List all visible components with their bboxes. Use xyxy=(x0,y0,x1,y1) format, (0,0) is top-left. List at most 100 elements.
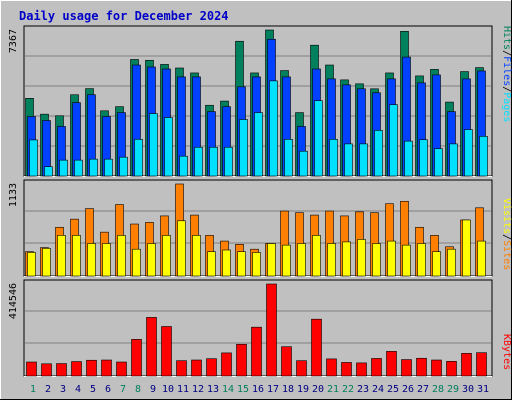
ymax-label-visits: 1133 xyxy=(8,183,19,207)
bar-pages-day-14 xyxy=(224,146,233,177)
bar-pages-day-26 xyxy=(404,140,413,177)
bar-kbytes-day-2 xyxy=(41,363,52,377)
day-label: 22 xyxy=(342,384,354,395)
bar-kbytes-day-3 xyxy=(56,363,67,377)
bar-kbytes-day-17 xyxy=(266,283,277,377)
legend-kbytes: KBytes xyxy=(501,334,512,370)
bar-sites-day-4 xyxy=(72,235,81,277)
bar-pages-day-6 xyxy=(104,158,113,177)
bar-pages-day-5 xyxy=(89,158,98,177)
bar-kbytes-day-25 xyxy=(386,351,397,377)
bar-kbytes-day-31 xyxy=(476,352,487,377)
bar-pages-day-19 xyxy=(299,150,308,177)
day-label: 8 xyxy=(135,384,141,395)
day-label: 27 xyxy=(417,384,429,395)
bar-kbytes-day-19 xyxy=(296,360,307,377)
bar-pages-day-28 xyxy=(434,148,443,177)
day-label: 16 xyxy=(252,384,264,395)
bar-pages-day-1 xyxy=(29,139,38,177)
bar-kbytes-day-6 xyxy=(101,359,112,377)
bar-kbytes-day-30 xyxy=(461,353,472,377)
day-label: 12 xyxy=(192,384,204,395)
bar-pages-day-21 xyxy=(329,139,338,177)
bar-kbytes-day-26 xyxy=(401,359,412,377)
bar-sites-day-13 xyxy=(207,251,216,277)
bar-pages-day-24 xyxy=(374,130,383,177)
legend-sep: / xyxy=(501,86,512,92)
day-label: 18 xyxy=(282,384,294,395)
day-label: 6 xyxy=(105,384,111,395)
bar-sites-day-8 xyxy=(132,248,141,277)
bar-pages-day-15 xyxy=(239,119,248,177)
legend-sites: Sites xyxy=(501,240,512,270)
bar-sites-day-14 xyxy=(222,249,231,277)
bar-pages-day-23 xyxy=(359,143,368,177)
bar-kbytes-day-7 xyxy=(116,361,127,377)
bar-sites-day-7 xyxy=(117,235,126,277)
panel-hits-files-pages: 7367 Hits/Files/Pages xyxy=(8,25,512,177)
bar-pages-day-20 xyxy=(314,100,323,177)
panel-kbytes: 414546 KBytes xyxy=(8,279,512,377)
bar-kbytes-day-11 xyxy=(176,360,187,377)
legend-files: Files xyxy=(501,56,512,86)
day-label: 3 xyxy=(60,384,66,395)
day-label: 20 xyxy=(312,384,324,395)
bar-pages-day-17 xyxy=(269,80,278,177)
legend-sep: / xyxy=(501,50,512,56)
bar-pages-day-30 xyxy=(464,129,473,177)
bar-sites-day-28 xyxy=(432,251,441,277)
bars-hits xyxy=(25,29,488,177)
day-label: 31 xyxy=(477,384,489,395)
day-label: 9 xyxy=(150,384,156,395)
bar-sites-day-20 xyxy=(312,235,321,277)
bar-kbytes-day-22 xyxy=(341,362,352,377)
bar-kbytes-day-15 xyxy=(236,343,247,377)
day-label: 13 xyxy=(207,384,219,395)
bar-kbytes-day-21 xyxy=(326,358,337,377)
bar-pages-day-4 xyxy=(74,159,83,177)
bar-kbytes-day-10 xyxy=(161,326,172,377)
svg-text:Visits/Sites: Visits/Sites xyxy=(501,198,512,270)
day-label: 17 xyxy=(267,384,279,395)
bar-sites-day-1 xyxy=(27,252,36,277)
bar-kbytes-day-4 xyxy=(71,361,82,377)
day-label: 14 xyxy=(222,384,234,395)
bar-pages-day-25 xyxy=(389,104,398,177)
chart-title: Daily usage for December 2024 xyxy=(19,9,229,23)
bar-sites-day-22 xyxy=(342,241,351,277)
day-label: 11 xyxy=(177,384,189,395)
bar-sites-day-19 xyxy=(297,243,306,277)
day-label: 5 xyxy=(90,384,96,395)
bar-kbytes-day-23 xyxy=(356,362,367,377)
day-label: 23 xyxy=(357,384,369,395)
bar-kbytes-day-9 xyxy=(146,317,157,377)
bar-sites-day-9 xyxy=(147,243,156,277)
bar-sites-day-6 xyxy=(102,243,111,277)
bar-sites-day-16 xyxy=(252,252,261,277)
bar-sites-day-29 xyxy=(447,248,456,277)
bar-sites-day-10 xyxy=(162,235,171,277)
bar-kbytes-day-18 xyxy=(281,346,292,377)
legend-sep: / xyxy=(501,234,512,240)
bar-kbytes-day-28 xyxy=(431,359,442,377)
day-label: 10 xyxy=(162,384,174,395)
bar-pages-day-7 xyxy=(119,156,128,177)
bar-kbytes-day-24 xyxy=(371,358,382,377)
bar-pages-day-10 xyxy=(164,117,173,177)
day-label: 15 xyxy=(237,384,249,395)
day-label: 25 xyxy=(387,384,399,395)
bar-sites-day-17 xyxy=(267,243,276,277)
bar-pages-day-8 xyxy=(134,139,143,177)
bar-kbytes-day-16 xyxy=(251,326,262,377)
bar-kbytes-day-29 xyxy=(446,361,457,377)
bar-pages-day-3 xyxy=(59,159,68,177)
bar-pages-day-27 xyxy=(419,139,428,177)
bar-kbytes-day-5 xyxy=(86,359,97,377)
bar-sites-day-18 xyxy=(282,244,291,277)
bar-sites-day-5 xyxy=(87,243,96,277)
day-label: 7 xyxy=(120,384,126,395)
legend-visits: Visits xyxy=(501,198,512,234)
svg-text:Hits/Files/Pages: Hits/Files/Pages xyxy=(501,26,512,122)
bar-sites-day-12 xyxy=(192,235,201,277)
